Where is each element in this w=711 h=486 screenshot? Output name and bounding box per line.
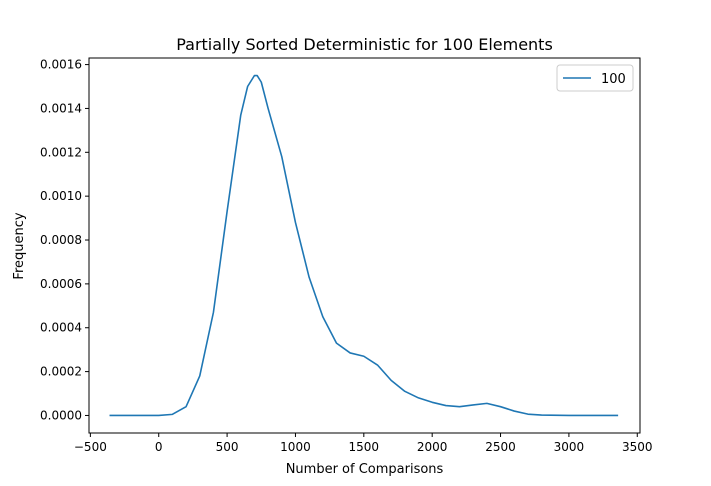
x-tick-label: 1000 xyxy=(280,440,311,454)
y-tick-label: 0.0014 xyxy=(40,101,82,115)
legend: 100 xyxy=(556,64,634,92)
y-tick-label: 0.0016 xyxy=(40,58,82,72)
series-line-100 xyxy=(109,74,619,417)
x-tick-label: 500 xyxy=(216,440,239,454)
plot-area xyxy=(88,57,641,434)
x-tick-label: −500 xyxy=(74,440,107,454)
y-tick-label: 0.0002 xyxy=(40,365,82,379)
x-tick-label: 1500 xyxy=(349,440,380,454)
x-tick-label: 2000 xyxy=(417,440,448,454)
x-tick-label: 3500 xyxy=(622,440,653,454)
y-tick-label: 0.0012 xyxy=(40,145,82,159)
y-tick-label: 0.0006 xyxy=(40,277,82,291)
y-axis: 0.0000 0.0002 0.0004 0.0006 0.0008 0.0010 0.00… xyxy=(40,58,89,422)
legend-label: 100 xyxy=(601,72,626,87)
legend-box xyxy=(556,64,634,92)
x-tick-label: 3000 xyxy=(554,440,585,454)
x-tick-label: 2500 xyxy=(485,440,516,454)
y-tick-label: 0.0000 xyxy=(40,408,82,422)
plot-frame xyxy=(88,57,641,434)
y-tick-label: 0.0010 xyxy=(40,189,82,203)
y-tick-label: 0.0008 xyxy=(40,233,82,247)
x-axis-label: Number of Comparisons xyxy=(286,462,444,477)
y-axis-label: Frequency xyxy=(12,212,27,279)
x-axis: −500 0 500 1000 1500 2000 2500 3000 3500 xyxy=(74,433,653,454)
chart-title: Partially Sorted Deterministic for 100 E… xyxy=(176,35,553,54)
y-tick-label: 0.0004 xyxy=(40,321,82,335)
x-tick-label: 0 xyxy=(155,440,163,454)
